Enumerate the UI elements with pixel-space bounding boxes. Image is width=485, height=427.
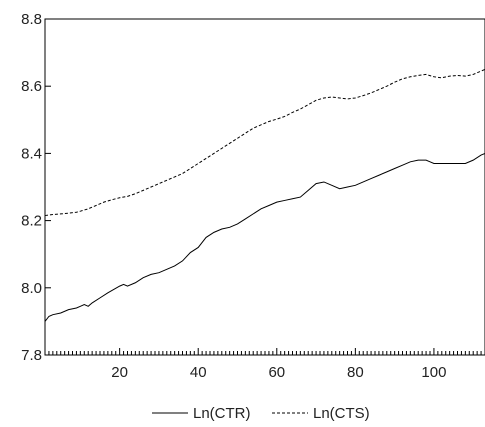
legend-label-ln-ctr: Ln(CTR) bbox=[193, 405, 251, 422]
plot-area-frame bbox=[44, 18, 485, 356]
y-tick-label: 8.4 bbox=[21, 145, 42, 162]
series-line-ln-ctr bbox=[44, 152, 485, 322]
series-line-ln-cts bbox=[44, 68, 485, 217]
x-minor-ticks bbox=[44, 348, 485, 355]
x-tick-label: 40 bbox=[190, 364, 207, 381]
x-tick-label: 80 bbox=[347, 364, 364, 381]
x-tick-label: 20 bbox=[111, 364, 128, 381]
y-tick-label: 7.8 bbox=[21, 347, 42, 364]
x-tick-label: 60 bbox=[268, 364, 285, 381]
y-tick-label: 8.2 bbox=[21, 213, 42, 230]
legend: Ln(CTR) Ln(CTS) bbox=[152, 405, 370, 422]
series-layer bbox=[44, 68, 485, 322]
x-axis: 20 40 60 80 100 bbox=[111, 364, 446, 381]
y-tick-label: 8.6 bbox=[21, 78, 42, 95]
y-tick-label: 8.0 bbox=[21, 280, 42, 297]
y-tick-label: 8.8 bbox=[21, 11, 42, 28]
x-tick-label: 100 bbox=[421, 364, 446, 381]
y-axis: 7.8 8.0 8.2 8.4 8.6 8.8 bbox=[21, 11, 51, 364]
legend-label-ln-cts: Ln(CTS) bbox=[313, 405, 370, 422]
